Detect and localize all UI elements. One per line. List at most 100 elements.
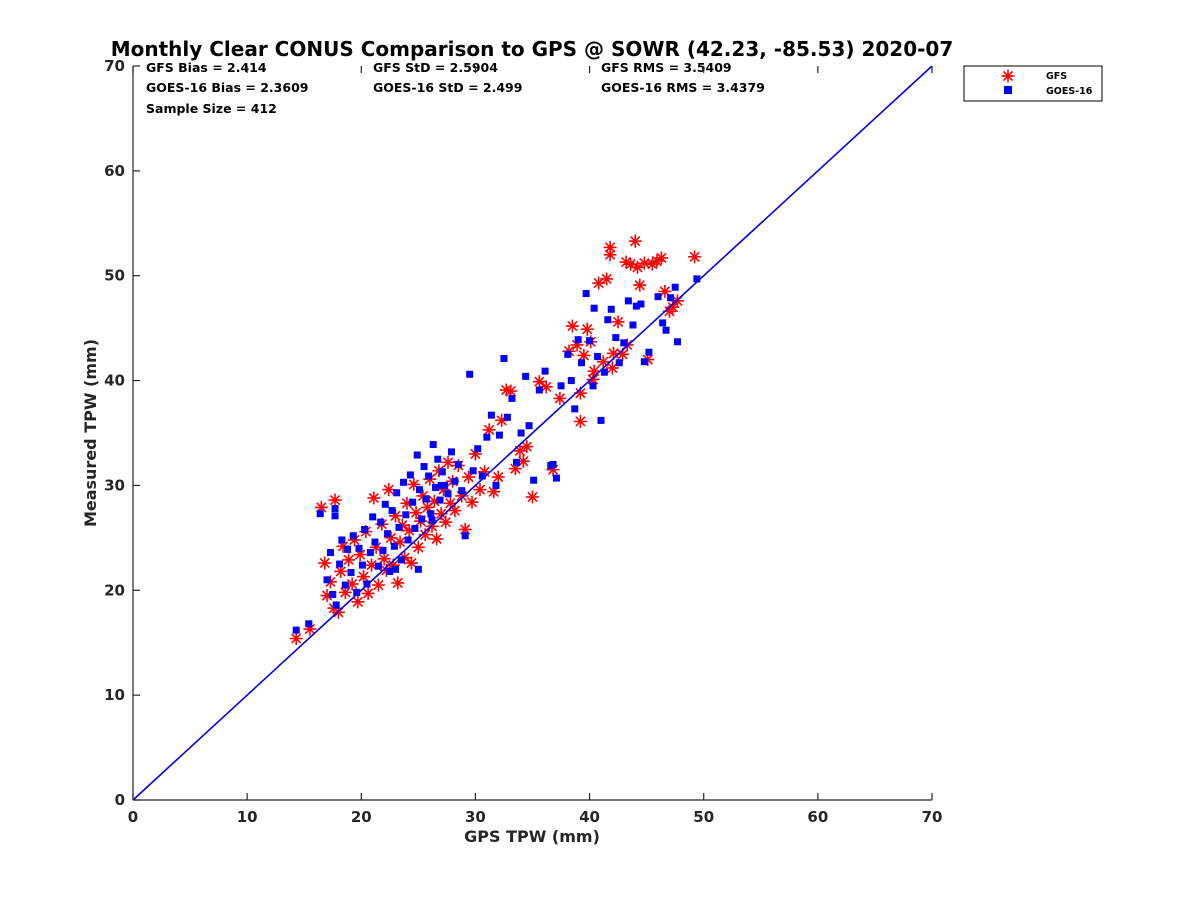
x-tick-label: 40 (579, 808, 600, 826)
x-axis-ticks: 0 10 20 30 40 50 60 70 (128, 66, 943, 826)
gfs-point (345, 577, 359, 591)
gfs-point (405, 556, 419, 570)
x-tick-label: 60 (807, 808, 828, 826)
goes16-point (349, 532, 357, 540)
goes16-point (671, 283, 679, 291)
goes16-point (414, 565, 422, 573)
goes16-point (662, 326, 670, 334)
legend-gfs-label: GFS (1046, 71, 1067, 82)
goes16-point (329, 590, 337, 598)
legend-goes16-marker (1004, 86, 1012, 94)
x-tick-label: 30 (465, 808, 486, 826)
goes16-point (388, 507, 396, 515)
x-tick-label: 10 (237, 808, 258, 826)
gfs-point (367, 491, 381, 505)
legend: GFS GOES-16 (963, 65, 1103, 102)
gfs-point (631, 260, 645, 274)
y-tick-label: 0 (115, 791, 125, 809)
goes16-point (331, 512, 339, 520)
goes16-point (640, 358, 648, 366)
goes16-point (437, 481, 445, 489)
goes16-point (557, 382, 565, 390)
goes16-point (604, 316, 612, 324)
goes16-point (409, 498, 417, 506)
goes16-point (406, 471, 414, 479)
goes16-point (549, 460, 557, 468)
goes16-point (361, 525, 369, 533)
goes16-point (607, 305, 615, 313)
y-tick-label: 70 (104, 57, 125, 75)
chart-title: Monthly Clear CONUS Comparison to GPS @ … (111, 37, 954, 61)
goes-bias-stat: GOES-16 Bias = 2.3609 (146, 80, 308, 95)
legend-goes16-label: GOES-16 (1046, 86, 1093, 97)
goes16-point (466, 370, 474, 378)
goes16-point (338, 536, 346, 544)
goes16-point (371, 538, 379, 546)
gfs-point (411, 540, 425, 554)
goes16-point (429, 441, 437, 449)
x-tick-label: 70 (922, 808, 943, 826)
goes16-point (525, 422, 533, 430)
goes16-point (292, 626, 300, 634)
goes16-point (500, 355, 508, 363)
gfs-point (573, 414, 587, 428)
gfs-bias-stat: GFS Bias = 2.414 (146, 60, 267, 75)
goes16-point (454, 460, 462, 468)
goes16-point (693, 275, 701, 283)
goes16-point (508, 394, 516, 402)
legend-gfs-asterisk (1001, 69, 1015, 83)
goes16-point (632, 302, 640, 310)
goes16-point (395, 523, 403, 531)
gfs-point (611, 315, 625, 329)
goes16-point (571, 405, 579, 413)
gfs-point (553, 391, 567, 405)
y-axis-label: Measured TPW (mm) (81, 339, 100, 527)
goes16-point (353, 588, 361, 596)
gfs-point (491, 470, 505, 484)
goes16-point (582, 290, 590, 298)
goes16-point (645, 348, 653, 356)
goes16-point (355, 544, 363, 552)
gfs-point (328, 493, 342, 507)
y-tick-label: 60 (104, 162, 125, 180)
gfs-point (318, 556, 332, 570)
goes16-point (326, 549, 334, 557)
gfs-point (688, 250, 702, 264)
gfs-point (482, 423, 496, 437)
goes16-point (434, 455, 442, 463)
goes16-point (336, 560, 344, 568)
goes16-point (654, 293, 662, 301)
goes16-point (564, 350, 572, 358)
goes16-point (503, 413, 511, 421)
goes16-point (461, 532, 469, 540)
legend-gfs-marker (1001, 69, 1015, 83)
goes16-point (673, 338, 681, 346)
goes16-point (624, 297, 632, 305)
gfs-point (565, 319, 579, 333)
goes16-point (404, 536, 412, 544)
gfs-point (465, 495, 479, 509)
goes16-point (331, 504, 339, 512)
one-to-one-line (132, 65, 933, 801)
goes16-point (400, 478, 408, 486)
x-tick-label: 0 (128, 808, 138, 826)
y-tick-label: 10 (104, 686, 125, 704)
goes16-point (447, 448, 455, 456)
goes16-point (578, 359, 586, 367)
goes16-point (427, 510, 435, 518)
goes16-point (411, 524, 419, 532)
gfs-point (418, 528, 432, 542)
goes16-point (517, 429, 525, 437)
goes16-point (541, 367, 549, 375)
gfs-point (334, 564, 348, 578)
gfs-point (532, 375, 546, 389)
goes16-point (332, 601, 340, 609)
goes16-point (590, 304, 598, 312)
gfs-rms-stat: GFS RMS = 3.5409 (601, 60, 732, 75)
goes16-point (397, 556, 405, 564)
gfs-point (439, 515, 453, 529)
goes16-point (458, 487, 466, 495)
statistics-panel: GFS Bias = 2.414 GOES-16 Bias = 2.3609 S… (146, 60, 765, 116)
goes16-point (323, 576, 331, 584)
